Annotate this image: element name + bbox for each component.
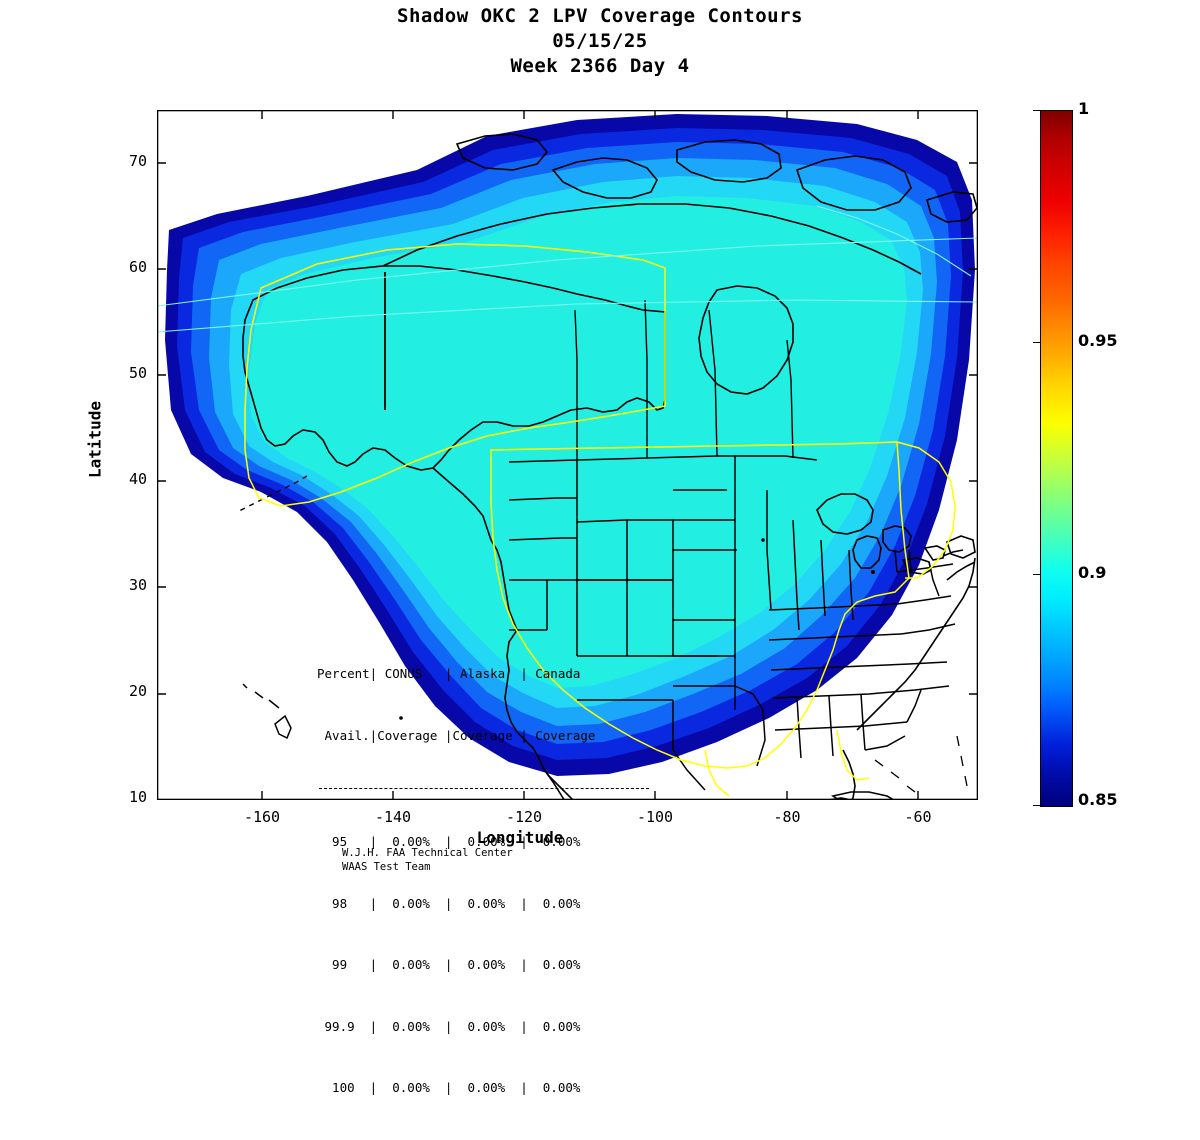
stats-header-row-1: Percent| CONUS | Alaska | Canada: [317, 666, 581, 681]
x-tick-2: -120: [505, 808, 543, 826]
x-tick-0: -160: [243, 808, 281, 826]
yellow-arc-florida: [836, 729, 870, 781]
y-tick-70: 70: [128, 152, 147, 170]
yellow-arc-texas: [704, 749, 730, 797]
canada-province-borders: [574, 299, 794, 460]
great-lakes-huron: [882, 525, 912, 553]
victoria-island: [551, 157, 658, 199]
colorbar-label-085: 0.85: [1078, 790, 1118, 809]
y-tick-30: 30: [128, 576, 147, 594]
colorbar-tick-mark-085: [1033, 805, 1041, 806]
greenland-west-coast: [926, 191, 978, 223]
conus-service-volume: [490, 441, 910, 769]
lesser-antilles: [956, 735, 968, 787]
x-tick-1: -140: [374, 808, 412, 826]
alaska-service-volume: [244, 243, 666, 507]
maritimes-coast: [946, 557, 976, 611]
title-line-2: 05/15/25: [552, 30, 648, 52]
baja-peninsula: [542, 767, 566, 800]
satellite-track-lines: [157, 205, 978, 333]
x-tick-5: -60: [904, 808, 932, 826]
alaska-coastline: [242, 265, 666, 471]
credit-line-2: WAAS Test Team: [342, 861, 431, 873]
cuba: [830, 791, 896, 800]
hudson-bay: [698, 285, 794, 395]
banks-island: [455, 133, 549, 171]
colorbar-tick-mark-09: [1033, 574, 1041, 575]
stats-header-row-2: Avail.|Coverage |Coverage | Coverage: [317, 727, 596, 743]
colorbar-label-09: 0.9: [1078, 563, 1107, 582]
x-tick-4: -80: [773, 808, 801, 826]
stats-row-99: 99 | 0.00% | 0.00% | 0.00%: [317, 957, 581, 972]
x-axis-label: Longitude: [476, 828, 564, 847]
plot-frame: [157, 110, 978, 800]
great-lakes-superior: [816, 493, 874, 535]
title-line-3: Week 2366 Day 4: [510, 55, 690, 77]
y-tick-10: 10: [128, 788, 147, 806]
colorbar-label-1: 1: [1078, 99, 1090, 118]
stats-row-999: 99.9 | 0.00% | 0.00% | 0.00%: [317, 1018, 581, 1034]
title-line-1: Shadow OKC 2 LPV Coverage Contours: [397, 5, 803, 27]
arctic-mainland-coast: [382, 203, 922, 275]
newfoundland: [946, 535, 976, 559]
coverage-contour-map: Percent| CONUS | Alaska | Canada Avail.|…: [157, 110, 978, 1095]
colorbar-tick-mark-095: [1033, 342, 1041, 343]
bc-coast: [432, 467, 518, 631]
stats-separator: [319, 788, 649, 789]
y-tick-20: 20: [128, 682, 147, 700]
axis-tick-marks: [157, 110, 978, 800]
great-lakes-ontario: [923, 545, 946, 561]
credit-block: W.J.H. FAA Technical Center WAAS Test Te…: [342, 846, 513, 874]
service-volume-boundaries: [244, 243, 956, 797]
hawaii-islands: [242, 683, 292, 740]
x-tick-3: -100: [636, 808, 674, 826]
bahamas: [874, 759, 916, 793]
y-tick-50: 50: [128, 364, 147, 382]
colorbar-tick-mark-1: [1033, 110, 1041, 111]
stats-row-98: 98 | 0.00% | 0.00% | 0.00%: [317, 895, 581, 911]
us-state-borders: [508, 455, 964, 791]
island-dot-lake: [761, 538, 765, 542]
stats-row-100: 100 | 0.00% | 0.00% | 0.00%: [317, 1080, 581, 1095]
coverage-statistics-table: Percent| CONUS | Alaska | Canada Avail.|…: [317, 623, 649, 1140]
aleutian-islands: [236, 475, 308, 513]
colorbar-label-095: 0.95: [1078, 331, 1118, 350]
title-block: Shadow OKC 2 LPV Coverage Contours 05/15…: [0, 4, 1200, 79]
baffin-island: [795, 155, 912, 211]
canada-service-volume-east: [896, 441, 956, 579]
credit-line-1: W.J.H. FAA Technical Center: [342, 847, 513, 859]
stats-row-95: 95 | 0.00% | 0.00% | 0.00%: [317, 834, 581, 849]
island-dot-atlantic: [871, 570, 875, 574]
baffin-island-north: [676, 139, 782, 183]
y-tick-60: 60: [128, 258, 147, 276]
colorbar: [1040, 110, 1073, 807]
island-dot-pacific: [399, 716, 403, 720]
us-east-coast: [856, 609, 956, 731]
y-tick-40: 40: [128, 470, 147, 488]
coastline-group: [236, 133, 978, 800]
great-lakes-michigan: [852, 535, 882, 569]
